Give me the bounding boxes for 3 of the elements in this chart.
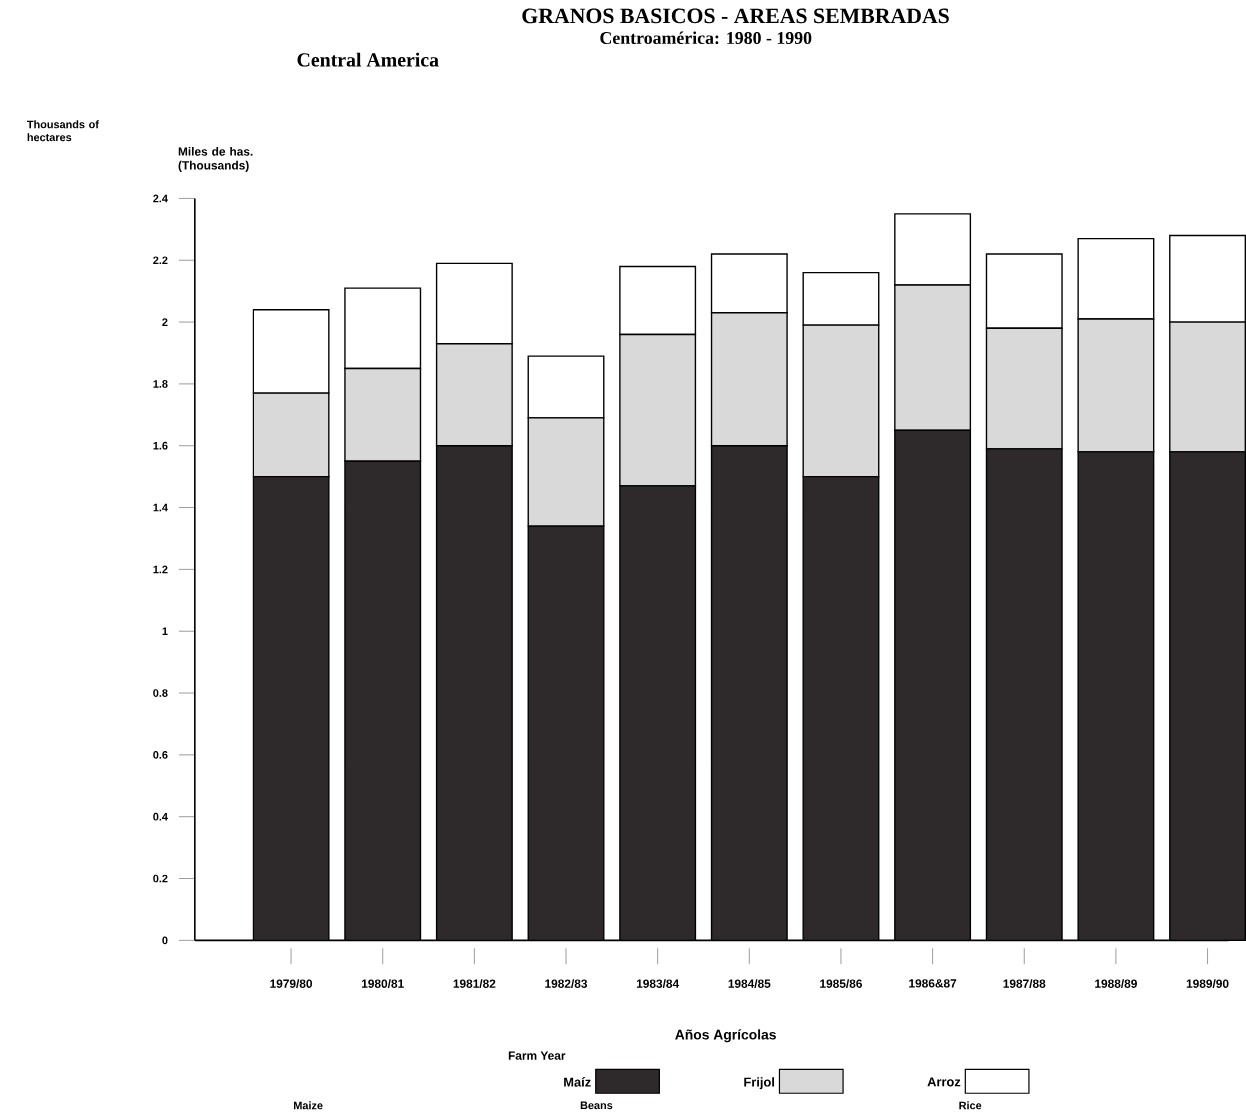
text: Central America <box>297 52 439 67</box>
chart-subtitle: Centroamérica: 1980 - 1990 <box>600 31 812 45</box>
chart-title: GRANOS BASICOS - AREAS SEMBRADAS <box>522 8 949 24</box>
